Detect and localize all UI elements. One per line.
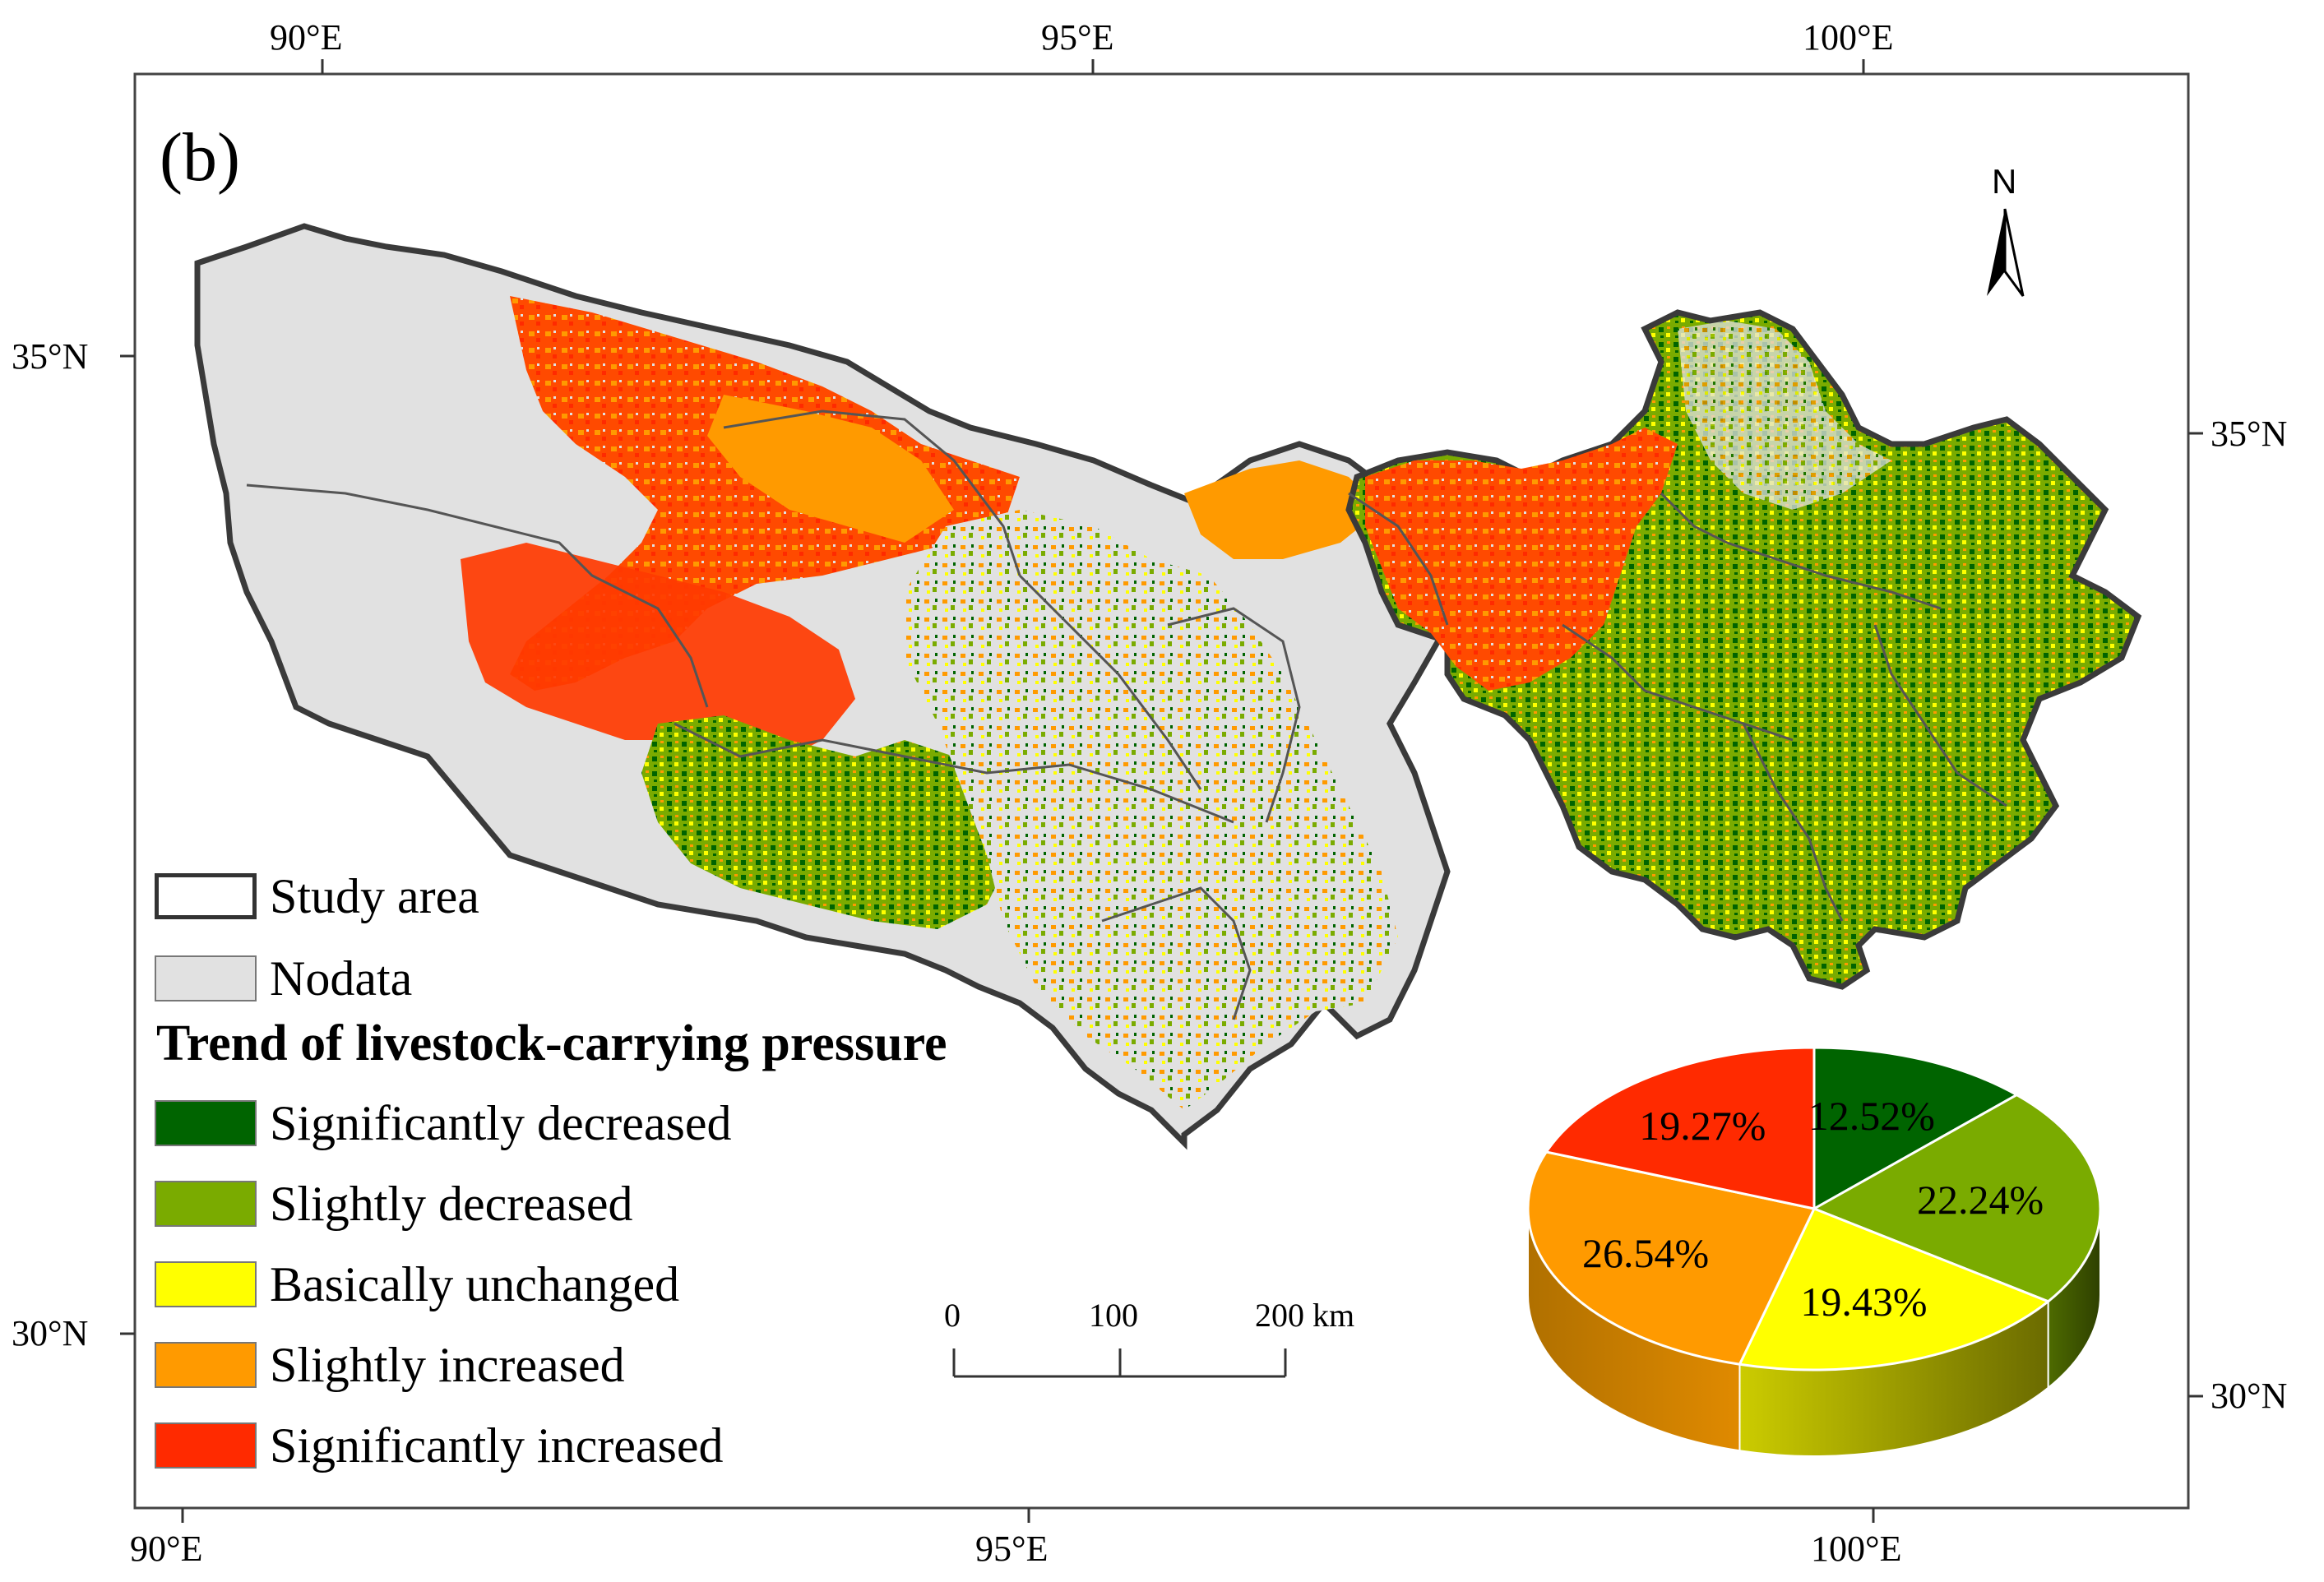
top-lon-label-90: 90°E [270, 17, 343, 58]
pressure-increase-central [707, 395, 954, 543]
legend-class-label: Significantly increased [270, 1418, 724, 1473]
legend-study-area-label: Study area [270, 868, 479, 923]
top-lon-label-100: 100°E [1803, 17, 1894, 58]
pie-slice-significantly-increased [1544, 1046, 1816, 1210]
legend-class-1: Slightly decreased [155, 1177, 633, 1231]
legend-class-label: Slightly increased [270, 1337, 625, 1392]
legend-study-area: Study area [155, 869, 479, 923]
pie-label: 26.54% [1582, 1230, 1710, 1277]
mixed-trend-central [905, 510, 1398, 1110]
pie-slice-slightly-decreased [1811, 1093, 2102, 1303]
scale-bar-lines [952, 1348, 1287, 1378]
legend-class-4: Significantly increased [155, 1418, 723, 1473]
bottom-lon-label-90: 90°E [130, 1529, 203, 1569]
panel-label: (b) [160, 119, 240, 196]
pressure-increase-center-east [1184, 460, 1382, 559]
right-lat-label-30: 30°N [2211, 1376, 2288, 1416]
bottom-lon-label-100: 100°E [1811, 1529, 1902, 1569]
class-swatch-slightly-decreased [155, 1181, 257, 1227]
mixed-trend-north-east [1678, 321, 1891, 510]
pie-slice-basically-unchanged [1738, 1207, 2051, 1372]
class-swatch-basically-unchanged [155, 1261, 257, 1307]
study-area-swatch [155, 873, 257, 919]
pressure-increase-west-block [461, 543, 855, 765]
legend-nodata-label: Nodata [270, 951, 413, 1006]
map-frame [133, 72, 2190, 1510]
legend-class-label: Significantly decreased [270, 1095, 732, 1150]
pie-label: 22.24% [1916, 1176, 2044, 1223]
mixed-trend-central-west [641, 715, 1012, 929]
right-lat-label-35: 35°N [2211, 414, 2288, 454]
north-arrow-icon [1987, 208, 2025, 297]
left-lat-label-35: 35°N [12, 336, 89, 377]
pie-label: 12.52% [1808, 1092, 1935, 1139]
class-swatch-significantly-increased [155, 1422, 257, 1469]
left-lat-label-30: 30°N [12, 1313, 89, 1353]
legend-nodata: Nodata [155, 951, 412, 1006]
north-arrow-label: N [1992, 162, 2017, 201]
graticule-ticks [120, 59, 2203, 1523]
top-lon-label-95: 95°E [1041, 17, 1114, 58]
legend-class-3: Slightly increased [155, 1338, 625, 1392]
scale-label-100: 100 [1089, 1297, 1138, 1334]
nodata-swatch [155, 955, 257, 1001]
legend-trend-title: Trend of livestock-carrying pressure [156, 1015, 947, 1071]
class-swatch-slightly-increased [155, 1342, 257, 1388]
class-swatch-significantly-decreased [155, 1100, 257, 1146]
pressure-increase-north-east [1365, 428, 1678, 691]
bottom-lon-label-95: 95°E [975, 1529, 1049, 1569]
pie-label: 19.43% [1800, 1279, 1928, 1325]
pie-slice-significantly-decreased [1812, 1046, 2020, 1211]
legend-class-2: Basically unchanged [155, 1257, 679, 1311]
scale-label-0: 0 [944, 1297, 961, 1334]
pie-label: 19.27% [1639, 1103, 1766, 1149]
pie-chart [1526, 1046, 2102, 1458]
legend-class-label: Basically unchanged [270, 1256, 680, 1311]
pie-slice-slightly-increased [1526, 1150, 1817, 1366]
county-boundaries [246, 409, 2007, 1020]
legend-class-label: Slightly decreased [270, 1176, 633, 1231]
scale-label-200: 200 km [1255, 1297, 1355, 1334]
legend-class-0: Significantly decreased [155, 1096, 731, 1150]
